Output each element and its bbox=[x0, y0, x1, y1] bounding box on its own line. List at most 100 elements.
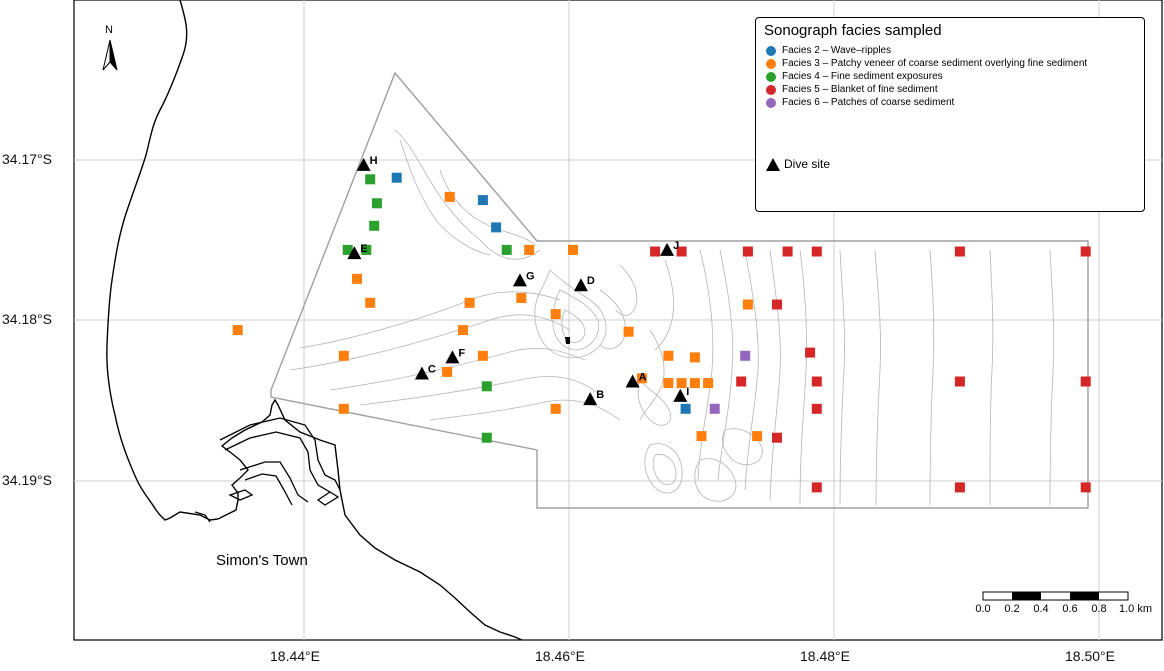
x-tick-label: 18.48°E bbox=[800, 648, 850, 664]
sample-marker-facies-3 bbox=[696, 431, 707, 442]
legend-dot-icon bbox=[766, 97, 776, 108]
y-tick-label: 34.18°S bbox=[2, 311, 52, 327]
sample-marker-facies-3 bbox=[689, 378, 700, 389]
dive-site-label: B bbox=[596, 389, 604, 401]
sample-marker-facies-3 bbox=[444, 191, 455, 202]
sample-marker-facies-3 bbox=[365, 297, 376, 308]
sample-marker-facies-4 bbox=[342, 244, 353, 255]
sample-marker-facies-5 bbox=[811, 403, 822, 414]
reef-feature bbox=[565, 337, 570, 344]
sample-marker-facies-2 bbox=[680, 403, 691, 414]
sample-marker-facies-5 bbox=[782, 246, 793, 257]
sample-markers bbox=[232, 172, 1091, 493]
legend-item-facies-4: Facies 4 – Fine sediment exposures bbox=[766, 70, 943, 83]
sample-marker-facies-5 bbox=[742, 246, 753, 257]
dive-site-label: G bbox=[526, 270, 535, 282]
sample-marker-facies-3 bbox=[338, 350, 349, 361]
sample-marker-facies-5 bbox=[954, 482, 965, 493]
legend-item-facies-3: Facies 3 – Patchy veneer of coarse sedim… bbox=[766, 57, 1087, 70]
sample-marker-facies-3 bbox=[568, 244, 578, 255]
scale-bar-label: 0.6 bbox=[1062, 603, 1077, 615]
x-tick-label: 18.44°E bbox=[270, 648, 320, 664]
dive-site-triangle-icon bbox=[583, 392, 598, 406]
dive-site-triangle-icon bbox=[356, 157, 371, 171]
legend-label: Facies 6 – Patches of coarse sediment bbox=[782, 97, 955, 108]
dive-site-label: D bbox=[587, 275, 595, 287]
harbour-walls bbox=[194, 417, 341, 523]
dive-site-triangle-icon bbox=[766, 157, 780, 171]
y-tick-label: 34.17°S bbox=[2, 151, 52, 167]
sample-marker-facies-5 bbox=[1080, 246, 1091, 257]
legend-dot-icon bbox=[766, 71, 776, 82]
sample-marker-facies-4 bbox=[365, 174, 376, 185]
legend-dot-icon bbox=[766, 58, 776, 69]
sample-marker-facies-6 bbox=[740, 350, 751, 361]
bathymetry-contours bbox=[289, 129, 1055, 506]
sample-marker-facies-3 bbox=[464, 297, 475, 308]
sample-marker-facies-3 bbox=[689, 352, 700, 363]
sample-marker-facies-3 bbox=[352, 273, 362, 284]
x-tick-label: 18.46°E bbox=[535, 648, 585, 664]
legend-label: Facies 5 – Blanket of fine sediment bbox=[782, 84, 938, 95]
scale-bar-label: 1.0 km bbox=[1119, 603, 1152, 615]
sample-marker-facies-5 bbox=[1080, 376, 1091, 387]
sample-marker-facies-3 bbox=[550, 309, 561, 320]
sample-marker-facies-3 bbox=[676, 378, 687, 389]
dive-site-label: J bbox=[673, 240, 679, 252]
sample-marker-facies-2 bbox=[477, 195, 488, 206]
sample-marker-facies-5 bbox=[1080, 482, 1091, 493]
sample-marker-facies-5 bbox=[811, 482, 822, 493]
sample-marker-facies-5 bbox=[954, 376, 965, 387]
sample-marker-facies-5 bbox=[811, 246, 822, 257]
coastline bbox=[106, 0, 523, 641]
dive-site-label: F bbox=[458, 347, 465, 359]
dive-site-triangle-icon bbox=[625, 374, 640, 388]
sample-marker-facies-3 bbox=[232, 325, 243, 336]
north-arrow-icon bbox=[102, 39, 118, 71]
sample-marker-facies-4 bbox=[481, 381, 492, 392]
dive-site-label: I bbox=[686, 386, 689, 398]
sample-marker-facies-2 bbox=[391, 172, 402, 183]
legend-label: Facies 3 – Patchy veneer of coarse sedim… bbox=[782, 58, 1088, 69]
sample-marker-facies-3 bbox=[742, 299, 753, 310]
sample-marker-facies-2 bbox=[491, 222, 502, 233]
dive-site-markers: H E G D J C F A B I bbox=[347, 155, 689, 406]
scale-bar bbox=[982, 591, 1129, 601]
legend-item-dive-site: Dive site bbox=[766, 156, 830, 172]
sample-marker-facies-3 bbox=[516, 293, 527, 303]
x-tick-label: 18.50°E bbox=[1065, 648, 1115, 664]
dive-site-triangle-icon bbox=[414, 366, 429, 380]
sample-marker-facies-5 bbox=[772, 432, 782, 443]
sample-marker-facies-3 bbox=[338, 403, 349, 414]
sample-marker-facies-4 bbox=[361, 244, 372, 255]
legend-label: Dive site bbox=[784, 157, 831, 171]
legend-label: Facies 2 – Wave–ripples bbox=[782, 45, 892, 56]
scale-bar-label: 0.2 bbox=[1004, 603, 1019, 615]
sample-marker-facies-3 bbox=[442, 366, 453, 377]
sample-marker-facies-5 bbox=[811, 376, 822, 387]
sample-marker-facies-3 bbox=[524, 244, 535, 255]
sample-marker-facies-5 bbox=[772, 299, 782, 310]
survey-area-outline bbox=[270, 71, 1089, 509]
sample-marker-facies-4 bbox=[369, 220, 380, 231]
sample-marker-facies-5 bbox=[650, 246, 661, 257]
sample-marker-facies-4 bbox=[501, 244, 512, 255]
dive-site-label: H bbox=[370, 155, 378, 167]
sample-marker-facies-4 bbox=[371, 198, 382, 209]
dive-site-triangle-icon bbox=[660, 242, 675, 256]
scale-bar-label: 0.4 bbox=[1033, 603, 1048, 615]
legend-title: Sonograph facies sampled bbox=[764, 22, 942, 39]
legend-item-facies-6: Facies 6 – Patches of coarse sediment bbox=[766, 96, 954, 109]
sample-marker-facies-5 bbox=[805, 347, 816, 358]
scale-bar-label: 0.0 bbox=[975, 603, 990, 615]
dive-site-triangle-icon bbox=[673, 388, 688, 402]
legend-item-facies-5: Facies 5 – Blanket of fine sediment bbox=[766, 83, 938, 96]
sample-marker-facies-5 bbox=[954, 246, 965, 257]
sample-marker-facies-3 bbox=[663, 378, 674, 389]
sample-marker-facies-3 bbox=[458, 325, 468, 336]
sample-marker-facies-5 bbox=[676, 246, 687, 257]
legend-label: Facies 4 – Fine sediment exposures bbox=[782, 71, 943, 82]
sample-marker-facies-3 bbox=[703, 378, 714, 389]
sample-marker-facies-3 bbox=[550, 403, 561, 414]
dive-site-triangle-icon bbox=[445, 350, 460, 364]
